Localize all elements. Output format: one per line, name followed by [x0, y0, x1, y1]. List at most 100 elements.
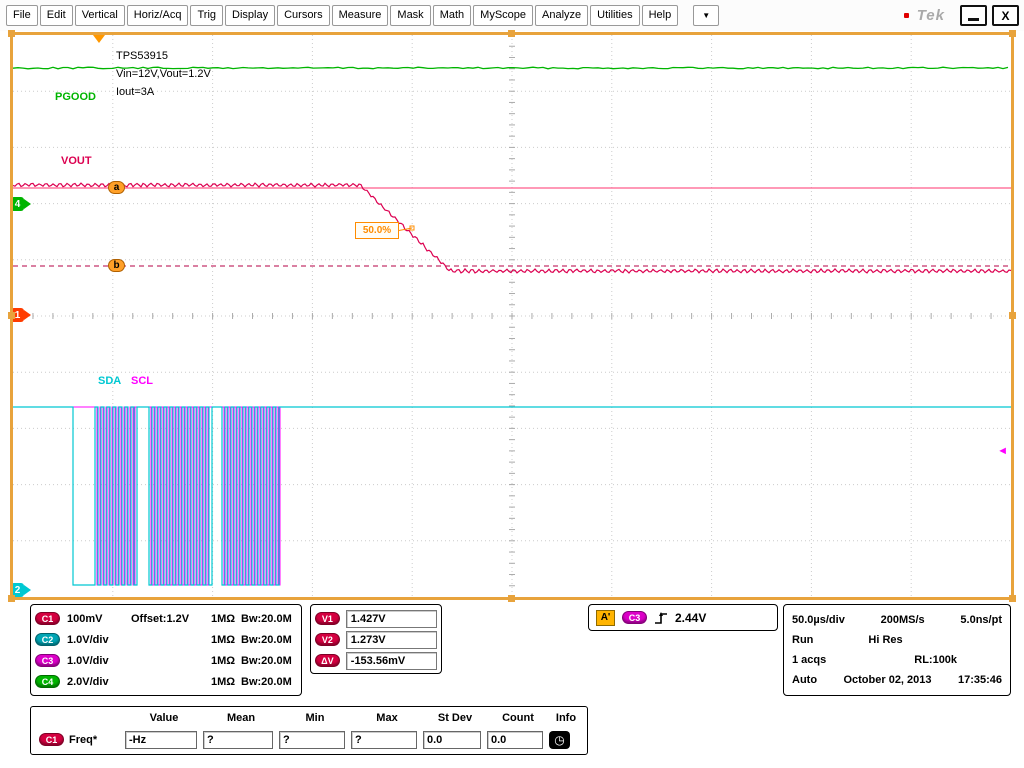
trigger-position-marker[interactable] — [93, 35, 105, 43]
cursor-b-handle[interactable]: b — [108, 259, 125, 272]
annotation-line: Vin=12V,Vout=1.2V — [116, 65, 211, 83]
measurement-value: -Hz — [125, 731, 197, 749]
frame-handle — [1009, 312, 1016, 319]
time-display: 17:35:46 — [958, 674, 1002, 686]
cursor-delta-row: ΔV -153.56mV — [315, 650, 437, 671]
menu-measure[interactable]: Measure — [332, 5, 389, 26]
menu-display[interactable]: Display — [225, 5, 275, 26]
channel-arrow-icon — [24, 199, 31, 209]
annotation-notes: TPS53915 Vin=12V,Vout=1.2V Iout=3A — [116, 47, 211, 101]
percent-callout: 50.0% — [355, 222, 399, 239]
menu-horiz-acq[interactable]: Horiz/Acq — [127, 5, 189, 26]
channel-badge: C1 — [35, 612, 60, 625]
annotation-line: TPS53915 — [116, 47, 211, 65]
vout-label: VOUT — [61, 156, 92, 167]
cursor-v1-value: 1.427V — [346, 610, 437, 628]
col-header-count: Count — [487, 712, 549, 724]
cursor-v1-row: V1 1.427V — [315, 608, 437, 629]
trigger-readout-panel[interactable]: A' C3 2.44V — [588, 604, 778, 631]
timebase-row-2: Run Hi Res — [792, 630, 1002, 650]
measurement-count: 0.0 — [487, 731, 543, 749]
rising-edge-icon — [654, 610, 668, 625]
col-header-value: Value — [125, 712, 203, 724]
timebase-row-3: 1 acqs RL:100k — [792, 650, 1002, 670]
acq-state: Run — [792, 634, 813, 646]
menu-mask[interactable]: Mask — [390, 5, 430, 26]
trigger-level: 2.44V — [675, 611, 706, 625]
menu-myscope[interactable]: MyScope — [473, 5, 533, 26]
measurement-table: Value Mean Min Max St Dev Count Info C1 … — [30, 706, 588, 755]
channel-position-marker-2[interactable]: 2 — [13, 583, 31, 597]
channel-number-badge: 4 — [13, 197, 24, 211]
channel-bandwidth: Bw:20.0M — [241, 676, 297, 688]
menu-overflow-button[interactable]: ▼ — [693, 5, 719, 26]
menu-file[interactable]: File — [6, 5, 38, 26]
channel-scale: 1.0V/div — [67, 655, 131, 667]
cursor-delta-value: -153.56mV — [346, 652, 437, 670]
menu-trig[interactable]: Trig — [190, 5, 223, 26]
waveform-display: TPS53915 Vin=12V,Vout=1.2V Iout=3A PGOOD… — [10, 32, 1014, 600]
sample-rate: 200MS/s — [881, 614, 925, 626]
info-icon[interactable]: ◷ — [549, 731, 570, 749]
channel-badge: C4 — [35, 675, 60, 688]
acq-mode: Hi Res — [868, 634, 902, 646]
channel-scale: 100mV — [67, 613, 131, 625]
channel-row-c1[interactable]: C1 100mV Offset:1.2V 1MΩ Bw:20.0M — [35, 608, 297, 629]
measurement-min: ? — [279, 731, 345, 749]
frame-handle — [8, 312, 15, 319]
measurement-row: C1 Freq* -Hz ? ? ? 0.0 0.0 ◷ — [33, 727, 587, 752]
measurement-name: Freq* — [69, 734, 97, 746]
menu-help[interactable]: Help — [642, 5, 679, 26]
acq-count: 1 acqs — [792, 654, 826, 666]
close-button[interactable]: X — [992, 5, 1019, 26]
tek-logo: Tek — [917, 7, 945, 24]
minimize-button[interactable] — [960, 5, 987, 26]
record-length: RL:100k — [914, 654, 957, 666]
measurement-mean: ? — [203, 731, 273, 749]
cursor-v2-badge: V2 — [315, 633, 340, 646]
channel-position-marker-1[interactable]: 1 — [13, 308, 31, 322]
channel-row-c4[interactable]: C4 2.0V/div 1MΩ Bw:20.0M — [35, 671, 297, 692]
menu-bar: FileEditVerticalHoriz/AcqTrigDisplayCurs… — [5, 5, 679, 26]
timebase-readout-panel[interactable]: 50.0µs/div 200MS/s 5.0ns/pt Run Hi Res 1… — [783, 604, 1011, 696]
cursor-v2-value: 1.273V — [346, 631, 437, 649]
c3-trigger-level-arrow[interactable]: ◄ — [997, 446, 1008, 457]
sda-label: SDA — [98, 376, 121, 387]
channel-position-marker-4[interactable]: 4 — [13, 197, 31, 211]
timebase-scale: 50.0µs/div — [792, 614, 845, 626]
channel-arrow-icon — [24, 310, 31, 320]
col-header-stdev: St Dev — [423, 712, 487, 724]
channel-impedance: 1MΩ — [211, 676, 241, 688]
cursor-v1-badge: V1 — [315, 612, 340, 625]
col-header-mean: Mean — [203, 712, 279, 724]
channel-impedance: 1MΩ — [211, 634, 241, 646]
cursor-delta-badge: ΔV — [315, 654, 340, 667]
menu-analyze[interactable]: Analyze — [535, 5, 588, 26]
channel-offset: Offset:1.2V — [131, 613, 211, 625]
channel-impedance: 1MΩ — [211, 613, 241, 625]
menu-utilities[interactable]: Utilities — [590, 5, 639, 26]
frame-handle — [508, 30, 515, 37]
channel-readout-panel: C1 100mV Offset:1.2V 1MΩ Bw:20.0M C2 1.0… — [30, 604, 302, 696]
channel-impedance: 1MΩ — [211, 655, 241, 667]
frame-handle — [1009, 30, 1016, 37]
frame-handle — [1009, 595, 1016, 602]
annotation-line: Iout=3A — [116, 83, 211, 101]
waveform-svg — [13, 35, 1011, 597]
channel-row-c2[interactable]: C2 1.0V/div 1MΩ Bw:20.0M — [35, 629, 297, 650]
channel-row-c3[interactable]: C3 1.0V/div 1MΩ Bw:20.0M — [35, 650, 297, 671]
channel-badge: C2 — [35, 633, 60, 646]
minimize-icon — [968, 18, 979, 21]
menu-vertical[interactable]: Vertical — [75, 5, 125, 26]
trigger-mode: Auto — [792, 674, 817, 686]
menu-math[interactable]: Math — [433, 5, 471, 26]
col-header-info: Info — [549, 712, 583, 724]
timebase-row-1: 50.0µs/div 200MS/s 5.0ns/pt — [792, 610, 1002, 630]
cursor-a-handle[interactable]: a — [108, 181, 125, 194]
trigger-a-badge: A' — [596, 610, 615, 626]
measurement-headers: Value Mean Min Max St Dev Count Info — [33, 709, 587, 727]
channel-bandwidth: Bw:20.0M — [241, 634, 297, 646]
menu-cursors[interactable]: Cursors — [277, 5, 330, 26]
date-display: October 02, 2013 — [843, 674, 931, 686]
menu-edit[interactable]: Edit — [40, 5, 73, 26]
